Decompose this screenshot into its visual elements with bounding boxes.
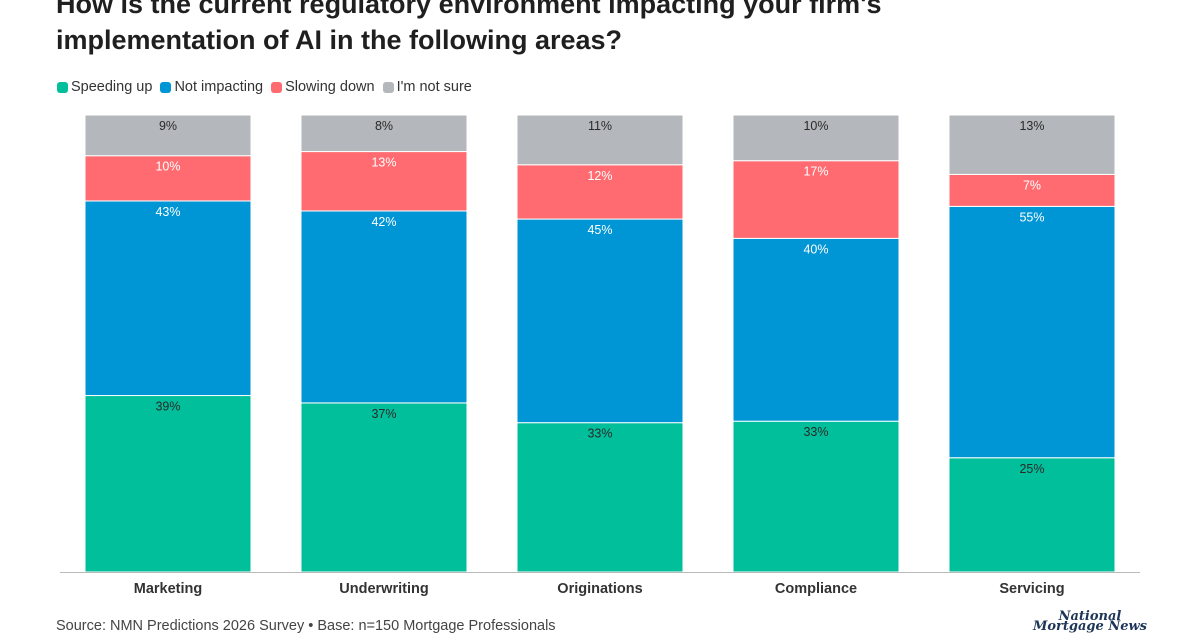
chart-title-line-1: How is the current regulatory environmen… [56,0,882,19]
chart-title-line-2: implementation of AI in the following ar… [56,25,623,55]
data-label-compliance-slowing-down: 17% [803,165,828,179]
x-tick-label-underwriting: Underwriting [339,581,428,597]
bar-marketing-slowing-down [84,155,252,202]
legend-item-speeding-up: Speeding up [57,79,152,95]
data-label-underwriting-speeding-up: 37% [371,407,396,421]
legend-swatch-not-impacting [160,81,172,93]
data-label-originations-speeding-up: 33% [587,427,612,441]
data-label-servicing-speeding-up: 25% [1019,462,1044,476]
bar-compliance-speeding-up [732,420,900,573]
legend-label-not-sure: I'm not sure [396,79,472,95]
x-tick-label-originations: Originations [557,581,642,597]
bar-underwriting-not-impacting [300,210,468,404]
data-label-originations-not-impacting: 45% [587,223,612,237]
data-label-compliance-speeding-up: 33% [803,425,828,439]
bar-compliance-slowing-down [732,160,900,239]
legend: Speeding up Not impacting Slowing down I… [57,78,480,96]
bar-marketing-speeding-up [84,395,252,573]
bar-originations-not-impacting [516,218,684,424]
data-label-underwriting-not-sure: 8% [375,119,393,133]
bar-originations-speeding-up [516,422,684,573]
bar-underwriting-speeding-up [300,402,468,573]
data-label-marketing-slowing-down: 10% [155,160,180,174]
data-label-underwriting-not-impacting: 42% [371,215,396,229]
x-tick-label-compliance: Compliance [775,581,857,597]
legend-item-slowing-down: Slowing down [271,79,375,95]
data-label-marketing-not-impacting: 43% [155,205,180,219]
source-note: Source: NMN Predictions 2026 Survey • Ba… [56,618,556,634]
chart-title: How is the current regulatory environmen… [56,0,1156,58]
x-tick-label-servicing: Servicing [999,581,1064,597]
legend-item-not-impacting: Not impacting [160,79,263,95]
bar-compliance-not-impacting [732,237,900,422]
legend-label-not-impacting: Not impacting [174,79,264,95]
bar-marketing-not-sure [84,114,252,157]
data-label-underwriting-slowing-down: 13% [371,156,396,170]
data-label-originations-not-sure: 11% [588,119,612,133]
data-label-servicing-not-impacting: 55% [1019,210,1044,224]
data-label-compliance-not-sure: 10% [803,119,828,133]
bar-underwriting-not-sure [300,114,468,153]
legend-item-not-sure: I'm not sure [382,79,472,95]
data-label-compliance-not-impacting: 40% [803,242,828,256]
bar-underwriting-slowing-down [300,151,468,212]
data-label-servicing-slowing-down: 7% [1023,178,1041,192]
publisher-logo: National Mortgage News [1030,609,1150,634]
bar-servicing-speeding-up [948,457,1116,573]
bar-originations-slowing-down [516,164,684,220]
bar-servicing-not-impacting [948,205,1116,459]
bar-servicing-not-sure [948,114,1116,175]
data-label-servicing-not-sure: 13% [1019,119,1044,133]
legend-swatch-slowing-down [271,81,283,93]
bar-marketing-not-impacting [84,200,252,397]
bar-compliance-not-sure [732,114,900,162]
data-label-marketing-speeding-up: 39% [155,400,180,414]
bar-servicing-slowing-down [948,173,1116,207]
x-tick-label-marketing: Marketing [134,581,203,597]
legend-swatch-not-sure [382,81,394,93]
data-label-originations-slowing-down: 12% [587,169,612,183]
data-label-marketing-not-sure: 9% [159,119,177,133]
legend-label-speeding-up: Speeding up [71,79,153,95]
logo-line-1: National [1058,609,1122,624]
legend-swatch-speeding-up [57,81,68,93]
logo-line-2: Mortgage News [1033,619,1147,634]
bar-originations-not-sure [516,114,684,166]
legend-label-slowing-down: Slowing down [285,79,375,95]
